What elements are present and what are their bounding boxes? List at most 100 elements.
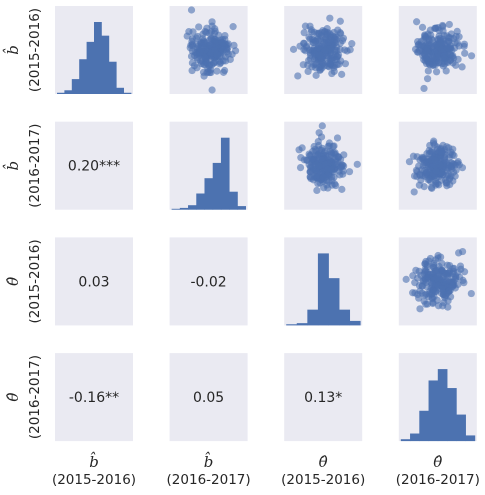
panel-background [55, 237, 133, 326]
scatter-point [452, 61, 460, 69]
scatter-point [418, 23, 427, 31]
x-axis-label-1: b̂(2016-2017) [167, 452, 251, 488]
scatter-point [317, 133, 326, 141]
panel-background [169, 237, 248, 326]
panel-background [55, 121, 133, 210]
scatter-point [415, 267, 423, 275]
scatter-point [208, 18, 216, 26]
scatter-point [312, 71, 320, 79]
histogram-bar [116, 87, 124, 94]
scatter-point [188, 47, 197, 55]
histogram-bar [86, 41, 95, 94]
histogram-bar [465, 435, 476, 442]
scatter-point [201, 61, 209, 69]
histogram-bar [212, 162, 222, 210]
panel-r1-c1 [169, 121, 248, 210]
scatter-point [423, 75, 432, 83]
panel-r3-c1: 0.05 [169, 353, 248, 442]
scatter-point [431, 156, 439, 164]
scatter-point [421, 268, 429, 276]
panel-r3-c3 [398, 353, 477, 442]
histogram-bar [237, 206, 246, 210]
scatter-point [460, 40, 469, 48]
scatter-point [311, 60, 319, 68]
histogram-bar [57, 92, 65, 94]
scatter-point [449, 270, 457, 278]
axis-period: (2015-2016) [52, 472, 136, 488]
x-axis-label-2: θ̂(2015-2016) [281, 453, 365, 488]
scatter-point [328, 57, 336, 65]
scatter-point [226, 55, 234, 64]
histogram-bar [349, 320, 361, 326]
scatter-point [325, 178, 333, 186]
panel-background [55, 353, 133, 442]
scatter-point [443, 143, 451, 151]
scatter-point [327, 44, 335, 53]
histogram-bar [123, 92, 132, 94]
scatter-point [424, 67, 432, 75]
scatter-point [410, 188, 418, 196]
scatter-point [410, 172, 419, 180]
panel-background [284, 353, 363, 442]
scatter-point [431, 267, 440, 275]
scatter-point [443, 172, 452, 180]
scatter-point [199, 35, 207, 43]
scatter-point [438, 285, 446, 293]
histogram-bar [204, 178, 214, 210]
scatter-point [213, 67, 221, 75]
scatter-point [338, 185, 346, 193]
scatter-point [336, 171, 344, 179]
histogram-bar [428, 380, 439, 442]
scatter-point [300, 29, 308, 37]
scatter-point [441, 276, 449, 284]
scatter-point [445, 20, 453, 29]
histogram-bar [229, 191, 238, 210]
scatter-point [302, 43, 311, 51]
scatter-point [437, 148, 445, 156]
scatter-point [443, 44, 451, 52]
scatter-point [289, 45, 298, 53]
scatter-point [333, 52, 342, 60]
scatter-point [448, 282, 457, 290]
scatter-point [422, 168, 431, 177]
scatter-point [325, 29, 333, 37]
scatter-point [451, 39, 459, 47]
histogram-bar [400, 439, 411, 442]
scatter-point [413, 18, 421, 26]
y-axis-label-3: θ̂ (2016-2017) [4, 355, 43, 439]
axis-symbol: b̂ [89, 452, 99, 471]
axis-symbol: θ̂ [4, 277, 22, 286]
panel-background [169, 353, 248, 442]
scatter-point [330, 67, 338, 76]
panel-r3-c0: -0.16** [55, 353, 133, 442]
axis-period: (2015-2016) [27, 239, 43, 323]
histogram-bar [220, 137, 230, 210]
axis-symbol: b̂ [3, 161, 22, 171]
scatter-point [319, 173, 327, 181]
scatter-point [453, 27, 461, 35]
axis-symbol: θ̂ [319, 453, 328, 471]
scatter-point [423, 274, 431, 282]
y-axis-label-1: b̂ (2016-2017) [3, 124, 43, 208]
scatter-point [296, 163, 305, 172]
scatter-point [318, 146, 326, 154]
panel-r2-c1: -0.02 [169, 237, 248, 326]
scatter-point [438, 21, 447, 30]
scatter-point [336, 17, 344, 25]
scatter-point [441, 55, 449, 63]
scatter-point [298, 144, 306, 152]
scatter-point [185, 28, 193, 36]
scatter-point [459, 247, 467, 256]
scatter-point [326, 14, 334, 22]
scatter-point [210, 47, 219, 55]
scatter-point [231, 47, 240, 55]
scatter-point [425, 146, 433, 155]
scatter-point [440, 298, 448, 307]
scatter-point [188, 37, 196, 45]
scatter-point [414, 37, 422, 46]
histogram-bar [196, 193, 205, 210]
histogram-bar [94, 22, 102, 94]
scatter-point [425, 257, 433, 265]
scatter-point [438, 39, 446, 48]
